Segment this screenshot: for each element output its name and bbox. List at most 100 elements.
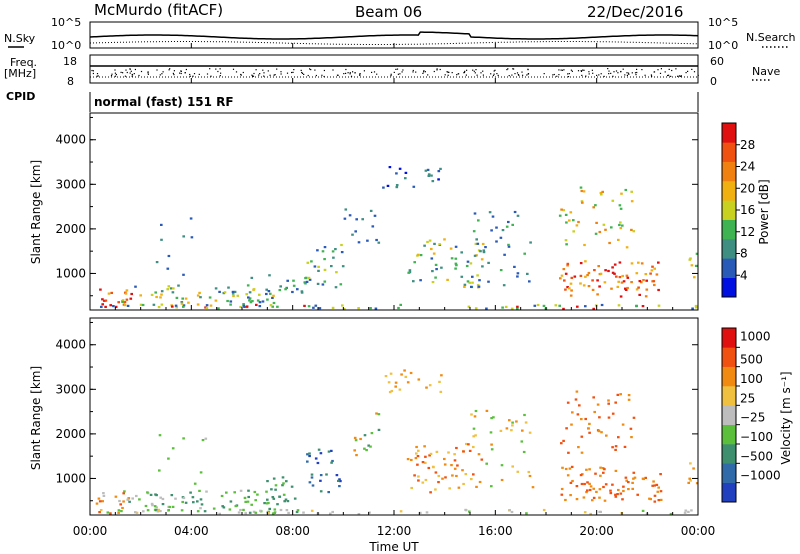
radar-cell [434, 276, 437, 279]
radar-cell [218, 512, 221, 515]
radar-cell [154, 509, 158, 512]
radar-cell [153, 505, 157, 508]
colorbar-tick-label: −25 [740, 411, 765, 425]
freq-dot [354, 72, 356, 74]
freq-dot [596, 74, 598, 76]
freq-dot [173, 74, 175, 76]
cpid-label: CPID [6, 90, 35, 103]
radar-cell [611, 266, 614, 269]
radar-cell [157, 508, 161, 511]
radar-cell [245, 293, 248, 296]
radar-cell [564, 288, 567, 291]
freq-dot [350, 75, 353, 77]
radar-cell [223, 291, 227, 294]
radar-cell [450, 464, 453, 467]
freq-dot [337, 74, 339, 76]
radar-cell [598, 416, 601, 419]
radar-cell [592, 307, 595, 310]
beam-title: Beam 06 [355, 3, 422, 21]
radar-cell [343, 307, 346, 311]
radar-cell [444, 476, 447, 479]
nave-tick-bottom: 0 [710, 75, 717, 88]
radar-cell [303, 304, 306, 307]
radar-cell [464, 473, 468, 476]
radar-cell [248, 511, 252, 514]
radar-cell [351, 233, 354, 236]
radar-cell [428, 384, 432, 387]
freq-dot [627, 72, 630, 74]
radar-cell [560, 274, 564, 277]
radar-cell [448, 487, 451, 490]
radar-cell [588, 488, 592, 492]
freq-dot [447, 74, 449, 76]
radar-cell [287, 511, 290, 514]
radar-cell [490, 443, 493, 446]
radar-cell [451, 474, 454, 477]
radar-cell [632, 230, 635, 233]
freq-dot [114, 75, 117, 77]
radar-cell [659, 473, 662, 476]
radar-cell [630, 190, 633, 193]
freq-dot [310, 69, 312, 71]
radar-cell [470, 285, 473, 288]
radar-cell [491, 215, 495, 218]
radar-cell [630, 228, 633, 231]
radar-cell [424, 455, 427, 458]
radar-cell [338, 485, 341, 488]
radar-cell [600, 431, 603, 434]
power-colorbar: 4 8 12 16 20 24 28 [721, 122, 755, 298]
radar-cell [616, 493, 619, 496]
radar-cell [112, 305, 115, 308]
radar-cell [121, 299, 125, 302]
radar-cell [198, 291, 201, 294]
freq-dot [131, 75, 133, 77]
colorbar-segment [722, 482, 736, 503]
radar-cell [295, 510, 299, 514]
freq-dot [292, 71, 294, 73]
radar-cell [515, 420, 518, 423]
radar-cell [199, 296, 202, 299]
y-tick-label: 3000 [55, 382, 86, 396]
radar-cell [126, 498, 129, 501]
freq-dot [162, 71, 164, 73]
radar-cell [577, 220, 580, 224]
radar-cell [180, 509, 184, 512]
radar-cell [468, 510, 471, 513]
radar-cell [134, 511, 137, 514]
radar-cell [306, 261, 310, 264]
radar-cell [337, 479, 340, 482]
radar-cell [249, 301, 253, 304]
radar-cell [435, 268, 438, 271]
radar-cell [205, 306, 209, 309]
radar-cell [622, 280, 626, 283]
radar-cell [641, 509, 645, 512]
radar-cell [653, 484, 656, 487]
radar-cell [641, 305, 645, 308]
colorbar-tick-label: 20 [740, 181, 755, 195]
freq-dot [465, 74, 467, 76]
radar-cell [239, 305, 242, 309]
radar-cell [503, 253, 506, 256]
freq-dot [209, 68, 211, 70]
radar-cell [526, 272, 529, 275]
radar-cell [479, 250, 482, 253]
colorbar-tick-label: 4 [740, 268, 748, 282]
radar-cell [398, 388, 402, 391]
radar-cell [232, 294, 235, 298]
radar-cell [613, 263, 617, 266]
radar-cell [576, 413, 580, 416]
freq-dot [527, 73, 529, 75]
freq-dot [286, 72, 289, 74]
radar-cell [130, 292, 133, 296]
radar-cell [528, 431, 532, 434]
radar-cell [246, 500, 250, 503]
radar-cell [266, 480, 269, 483]
radar-cell [487, 280, 490, 283]
freq-dot [347, 72, 349, 74]
radar-cell [580, 482, 584, 486]
radar-cell [421, 481, 425, 484]
radar-cell [608, 241, 611, 245]
radar-cell [125, 298, 129, 301]
radar-cell [437, 178, 440, 181]
radar-cell [655, 483, 659, 486]
